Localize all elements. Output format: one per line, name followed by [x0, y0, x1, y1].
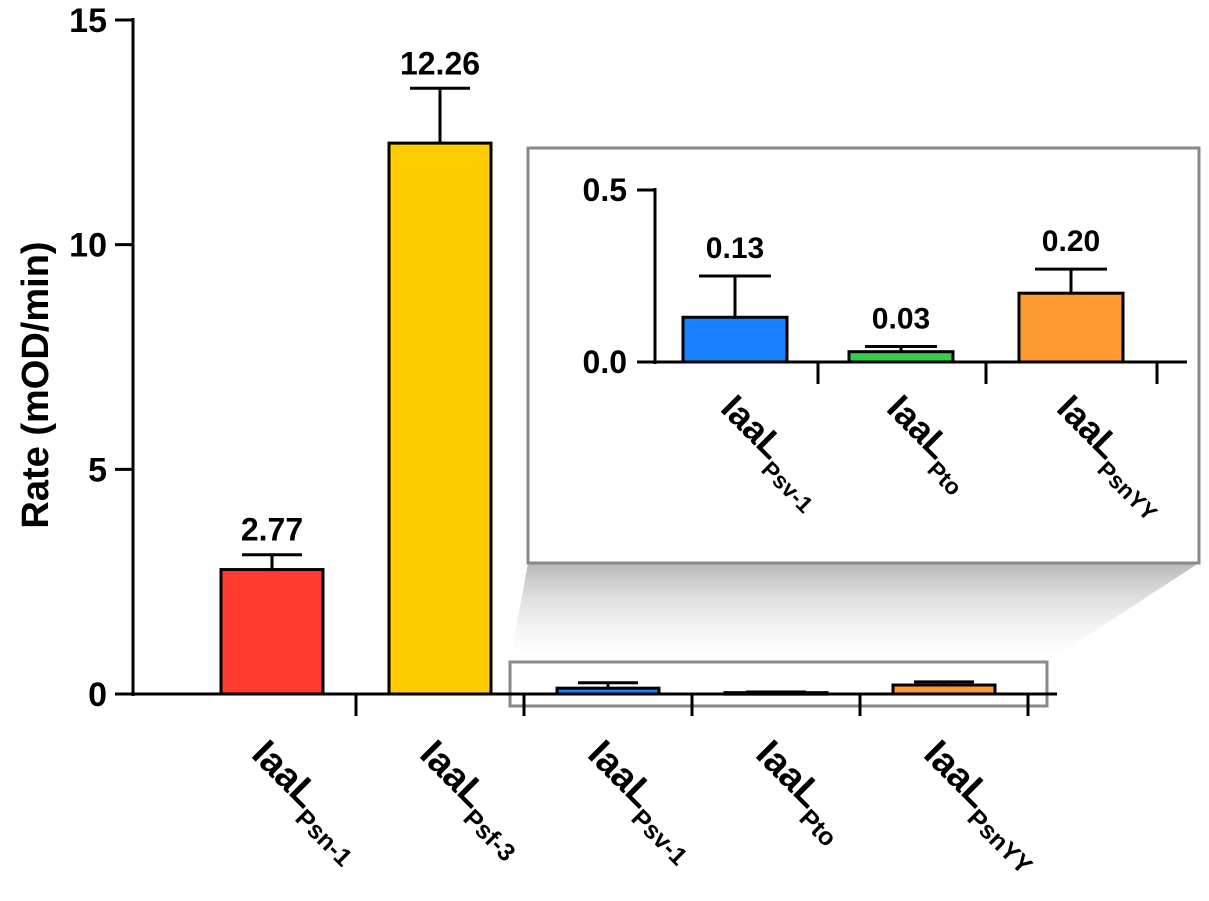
x-tick-label: IaaLPsv-1 [572, 733, 710, 871]
inset-bar [1017, 291, 1125, 364]
inset-bar [847, 350, 955, 364]
data-label: 2.77 [241, 512, 303, 548]
inset-y-tick-label: 0.0 [583, 344, 627, 380]
y-axis-label: Rate (mOD/min) [15, 241, 57, 528]
x-tick-label: IaaLPsnYY [908, 733, 1055, 880]
x-tick-label: IaaLPsn-1 [236, 733, 375, 872]
y-tick-label: 15 [69, 2, 107, 40]
zoom-box [508, 660, 1049, 708]
y-tick-label: 5 [88, 451, 107, 489]
inset-data-label: 0.13 [706, 232, 764, 265]
bar [387, 141, 493, 696]
x-tick-label: IaaLPto [740, 733, 860, 853]
data-label: 12.26 [400, 45, 480, 81]
inset-y-tick-label: 0.5 [583, 172, 627, 208]
inset-plot: 0.130.030.200.00.5IaaLPsv-1IaaLPtoIaaLPs… [526, 146, 1201, 565]
inset-data-label: 0.03 [872, 303, 930, 336]
zoom-connector [508, 563, 1199, 708]
y-tick-label: 0 [88, 676, 107, 714]
y-tick-label: 10 [69, 227, 107, 265]
zoom-shade [510, 563, 1199, 662]
x-tick-label: IaaLPsf-3 [404, 733, 538, 867]
inset-bar [681, 315, 789, 364]
inset-data-label: 0.20 [1042, 225, 1100, 258]
bar [219, 568, 325, 696]
